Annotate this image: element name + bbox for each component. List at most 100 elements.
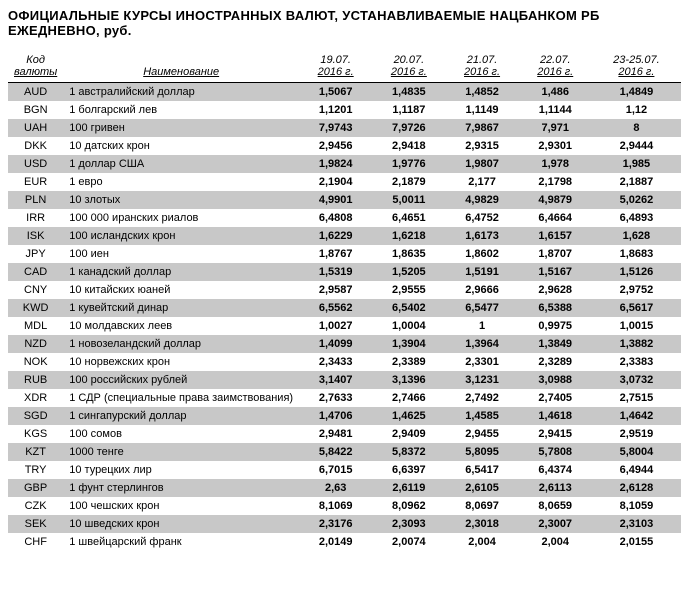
table-row: JPY100 иен1,87671,86351,86021,87071,8683 (8, 245, 681, 263)
cell-value: 6,4651 (372, 209, 445, 227)
cell-name: 100 российских рублей (63, 371, 299, 389)
cell-value: 5,8372 (372, 443, 445, 461)
cell-value: 1,3849 (519, 335, 592, 353)
cell-value: 8 (592, 119, 681, 137)
cell-name: 10 злотых (63, 191, 299, 209)
cell-value: 2,9752 (592, 281, 681, 299)
cell-value: 1,5126 (592, 263, 681, 281)
table-row: SGD1 сингапурский доллар1,47061,46251,45… (8, 407, 681, 425)
cell-code: CNY (8, 281, 63, 299)
cell-value: 1,4852 (445, 83, 518, 102)
cell-name: 1 болгарский лев (63, 101, 299, 119)
cell-value: 2,9418 (372, 137, 445, 155)
cell-value: 2,9409 (372, 425, 445, 443)
cell-value: 2,7466 (372, 389, 445, 407)
header-date-2: 20.07. 2016 г. (372, 50, 445, 83)
cell-code: KWD (8, 299, 63, 317)
table-row: UAH100 гривен7,97437,97267,98677,9718 (8, 119, 681, 137)
cell-value: 5,8004 (592, 443, 681, 461)
cell-value: 6,5402 (372, 299, 445, 317)
cell-name: 1000 тенге (63, 443, 299, 461)
cell-value: 2,0074 (372, 533, 445, 551)
cell-value: 1,8767 (299, 245, 372, 263)
cell-value: 1,8707 (519, 245, 592, 263)
cell-value: 2,9455 (445, 425, 518, 443)
cell-value: 3,1231 (445, 371, 518, 389)
cell-value: 2,004 (519, 533, 592, 551)
cell-value: 2,0149 (299, 533, 372, 551)
cell-value: 6,4752 (445, 209, 518, 227)
cell-value: 1,3964 (445, 335, 518, 353)
cell-code: IRR (8, 209, 63, 227)
table-row: KGS100 сомов2,94812,94092,94552,94152,95… (8, 425, 681, 443)
table-row: BGN1 болгарский лев1,12011,11871,11491,1… (8, 101, 681, 119)
cell-value: 1,4625 (372, 407, 445, 425)
header-name: Наименование (63, 50, 299, 83)
cell-value: 6,5388 (519, 299, 592, 317)
cell-name: 100 чешских крон (63, 497, 299, 515)
cell-name: 100 гривен (63, 119, 299, 137)
cell-value: 1,9776 (372, 155, 445, 173)
cell-value: 2,9555 (372, 281, 445, 299)
cell-value: 2,3093 (372, 515, 445, 533)
cell-value: 1,5319 (299, 263, 372, 281)
cell-name: 1 новозеландский доллар (63, 335, 299, 353)
cell-code: KGS (8, 425, 63, 443)
table-row: EUR1 евро2,19042,18792,1772,17982,1887 (8, 173, 681, 191)
header-code: Код валюты (8, 50, 63, 83)
cell-value: 8,0659 (519, 497, 592, 515)
cell-value: 2,7492 (445, 389, 518, 407)
table-row: CZK100 чешских крон8,10698,09628,06978,0… (8, 497, 681, 515)
cell-value: 1,3882 (592, 335, 681, 353)
cell-name: 100 000 иранских риалов (63, 209, 299, 227)
table-row: XDR1 СДР (специальные права заимствовани… (8, 389, 681, 407)
table-row: DKK10 датских крон2,94562,94182,93152,93… (8, 137, 681, 155)
table-row: AUD1 австралийский доллар1,50671,48351,4… (8, 83, 681, 102)
cell-value: 2,6105 (445, 479, 518, 497)
cell-value: 1,8683 (592, 245, 681, 263)
cell-value: 3,0732 (592, 371, 681, 389)
header-date-5: 23-25.07. 2016 г. (592, 50, 681, 83)
cell-value: 6,4808 (299, 209, 372, 227)
cell-code: TRY (8, 461, 63, 479)
cell-name: 1 евро (63, 173, 299, 191)
page-title: ОФИЦИАЛЬНЫЕ КУРСЫ ИНОСТРАННЫХ ВАЛЮТ, УСТ… (8, 8, 681, 38)
table-row: TRY10 турецких лир6,70156,63976,54176,43… (8, 461, 681, 479)
cell-value: 2,3301 (445, 353, 518, 371)
cell-value: 1,5167 (519, 263, 592, 281)
cell-value: 6,5417 (445, 461, 518, 479)
cell-value: 1,0015 (592, 317, 681, 335)
cell-value: 2,3018 (445, 515, 518, 533)
cell-value: 6,5477 (445, 299, 518, 317)
cell-value: 1,1201 (299, 101, 372, 119)
cell-code: GBP (8, 479, 63, 497)
cell-code: AUD (8, 83, 63, 102)
cell-value: 1,5191 (445, 263, 518, 281)
cell-value: 2,9456 (299, 137, 372, 155)
cell-value: 6,4944 (592, 461, 681, 479)
cell-code: ISK (8, 227, 63, 245)
cell-value: 1,6229 (299, 227, 372, 245)
cell-value: 2,9444 (592, 137, 681, 155)
cell-name: 1 сингапурский доллар (63, 407, 299, 425)
cell-value: 1,6173 (445, 227, 518, 245)
table-row: NOK10 норвежских крон2,34332,33892,33012… (8, 353, 681, 371)
cell-value: 7,971 (519, 119, 592, 137)
cell-code: NZD (8, 335, 63, 353)
cell-value: 7,9867 (445, 119, 518, 137)
header-date-3: 21.07. 2016 г. (445, 50, 518, 83)
cell-value: 2,1879 (372, 173, 445, 191)
cell-name: 10 норвежских крон (63, 353, 299, 371)
table-row: GBP1 фунт стерлингов2,632,61192,61052,61… (8, 479, 681, 497)
cell-value: 1,486 (519, 83, 592, 102)
cell-code: DKK (8, 137, 63, 155)
cell-value: 2,7405 (519, 389, 592, 407)
cell-code: USD (8, 155, 63, 173)
cell-value: 5,8095 (445, 443, 518, 461)
cell-value: 2,7515 (592, 389, 681, 407)
cell-value: 2,7633 (299, 389, 372, 407)
cell-name: 1 австралийский доллар (63, 83, 299, 102)
table-row: IRR100 000 иранских риалов6,48086,46516,… (8, 209, 681, 227)
cell-name: 1 фунт стерлингов (63, 479, 299, 497)
cell-value: 2,1798 (519, 173, 592, 191)
